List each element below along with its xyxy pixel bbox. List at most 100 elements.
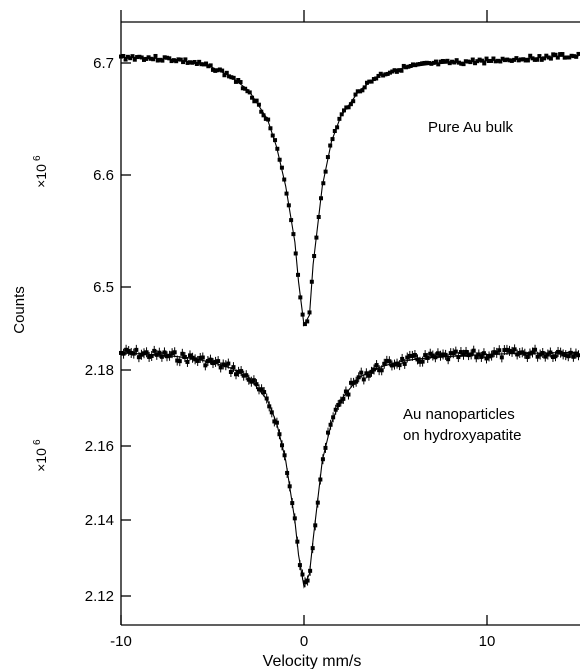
- data-point: [404, 65, 409, 70]
- data-point: [435, 351, 440, 356]
- data-point: [385, 71, 390, 76]
- data-point: [491, 56, 496, 61]
- multiplier-exp: 6: [32, 155, 43, 161]
- data-point: [542, 56, 547, 61]
- y-tick-label: 2.14: [85, 512, 114, 529]
- data-point: [516, 58, 521, 63]
- data-point: [229, 75, 234, 80]
- data-point: [266, 117, 271, 122]
- data-point: [538, 352, 543, 357]
- multiplier-base: ×10: [33, 448, 49, 472]
- data-point: [141, 57, 146, 62]
- data-point: [354, 379, 359, 384]
- data-point: [381, 73, 386, 78]
- data-point: [344, 105, 349, 110]
- data-point: [367, 79, 372, 84]
- data-point: [142, 351, 147, 356]
- x-tick-label: 10: [479, 633, 496, 650]
- data-point: [369, 79, 374, 84]
- data-point: [162, 55, 167, 60]
- data-point: [208, 357, 213, 362]
- data-point: [187, 60, 192, 65]
- data-point: [500, 56, 505, 61]
- data-point: [410, 62, 415, 67]
- data-point: [227, 74, 232, 79]
- data-point: [157, 350, 162, 355]
- data-point: [134, 347, 139, 352]
- data-point: [395, 361, 400, 366]
- data-point: [336, 403, 341, 408]
- data-point: [159, 354, 164, 359]
- data-point: [494, 350, 499, 355]
- data-point: [530, 56, 535, 61]
- data-point: [307, 310, 312, 315]
- multiplier-exp: 6: [32, 439, 43, 445]
- fit-line: [121, 55, 579, 327]
- data-point: [389, 363, 394, 368]
- x-tick-labels: -10 0 10: [110, 633, 495, 650]
- data-point: [269, 410, 274, 415]
- data-point: [254, 382, 259, 387]
- data-point: [275, 146, 280, 151]
- data-point: [473, 61, 478, 66]
- data-point: [451, 351, 456, 356]
- data-point: [146, 55, 151, 60]
- data-point: [342, 108, 347, 113]
- data-point: [252, 99, 257, 104]
- data-point: [502, 58, 507, 63]
- data-point: [284, 191, 289, 196]
- data-point: [231, 75, 236, 80]
- data-point: [176, 57, 181, 62]
- data-point: [551, 52, 556, 57]
- data-point: [208, 63, 213, 68]
- data-point: [221, 362, 226, 367]
- data-point: [174, 59, 179, 64]
- data-point: [553, 354, 558, 359]
- data-point: [222, 73, 227, 78]
- data-point: [201, 62, 206, 67]
- data-point: [190, 355, 195, 360]
- data-point: [280, 443, 285, 448]
- data-point: [245, 89, 250, 94]
- data-point: [539, 57, 544, 62]
- data-point: [408, 63, 413, 68]
- data-point: [349, 380, 354, 385]
- data-point: [476, 352, 481, 357]
- data-point: [341, 396, 346, 401]
- data-point: [314, 235, 319, 240]
- data-point: [119, 350, 123, 355]
- data-point: [233, 79, 238, 84]
- data-point: [366, 373, 371, 378]
- y-tick-label: 2.16: [85, 438, 114, 455]
- data-point: [440, 58, 445, 63]
- data-point: [254, 98, 259, 103]
- data-point: [170, 351, 175, 356]
- data-point: [470, 57, 475, 62]
- data-point: [471, 348, 476, 353]
- data-point: [447, 61, 452, 66]
- data-point: [548, 350, 553, 355]
- data-point: [181, 60, 186, 65]
- data-point: [152, 348, 157, 353]
- data-point: [305, 319, 310, 324]
- data-point: [397, 363, 402, 368]
- data-point: [568, 350, 573, 355]
- data-point: [384, 358, 389, 363]
- bottom-data-points: [119, 344, 580, 588]
- bottom-y-tick-labels: 2.18 2.16 2.14 2.12: [85, 362, 114, 605]
- data-point: [468, 60, 473, 65]
- data-point: [263, 116, 268, 121]
- data-point: [566, 354, 571, 359]
- data-point: [130, 54, 135, 59]
- data-point: [410, 353, 415, 358]
- data-point: [287, 484, 292, 489]
- top-data-points: [119, 51, 580, 327]
- bottom-annotation-line2: on hydroxyapatite: [403, 427, 521, 444]
- data-point: [351, 380, 356, 385]
- data-point: [535, 354, 540, 359]
- data-point: [498, 59, 503, 64]
- data-point: [213, 359, 218, 364]
- data-point: [239, 369, 244, 374]
- data-point: [438, 353, 443, 358]
- data-point: [521, 57, 526, 62]
